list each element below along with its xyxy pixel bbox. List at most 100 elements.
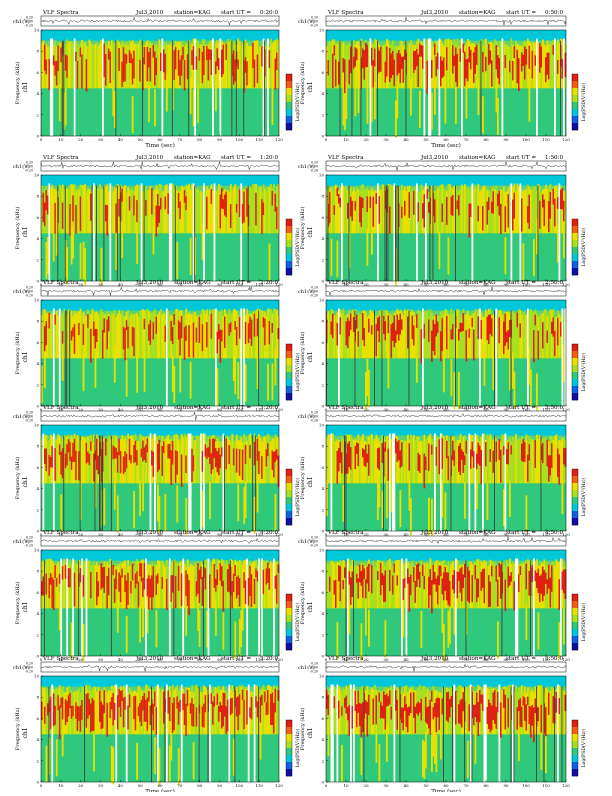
spectrogram-streak [434,726,436,764]
time-tick-label: 80 [483,407,489,412]
spectrogram-column [255,437,257,484]
spectrogram-burst [152,451,155,477]
spectrogram-dark-line [540,435,542,531]
spectrogram-column [204,434,207,484]
spectrogram-burst [413,567,415,583]
spectrogram-gap [246,558,249,656]
spectrogram-column [256,190,259,234]
spectrogram-column [560,185,562,234]
waveform-trace [40,160,280,171]
spectrogram-column [99,564,101,609]
spectrogram-column [407,46,409,89]
spectrogram-column [84,561,86,609]
spectrogram-burst [167,193,170,214]
spectrogram-burst [362,702,364,733]
spectrogram-column [501,189,504,234]
spectrogram-column [333,39,336,89]
spectrogram-column [258,309,260,359]
spectrogram-burst [384,570,387,602]
spectrogram-column [467,310,469,359]
spectrogram-column [64,316,67,359]
spectrogram-burst [72,327,75,337]
spectrogram-column [42,309,45,359]
spectrogram-column [99,183,101,234]
spectrogram-streak [79,243,82,281]
colorbar-frame [285,593,293,651]
spectrogram-column [103,184,106,234]
spectrogram-column [516,313,519,359]
time-tick-label: 110 [255,407,263,412]
spectrogram-gap [353,684,355,782]
wave-tick: 0.20 [311,662,318,666]
colorbar-segment [286,109,292,117]
spectrogram-burst [438,565,441,586]
ch-label: ch1 [307,81,314,92]
spectrogram-gap [455,558,457,656]
spectrogram-burst [543,199,546,227]
spectrogram-burst [250,696,253,720]
spectrogram-burst [429,699,432,735]
spectrogram-streak [447,610,450,648]
spectrogram-burst [203,566,205,578]
spectrogram-burst [531,704,534,726]
spectrogram-burst [162,441,165,454]
spectrogram-burst [485,442,487,467]
spectrogram-burst [180,316,183,339]
freq-tick-label: 6 [321,215,324,220]
spectrogram-streak [45,242,48,280]
time-tick-label: 120 [275,532,283,537]
spectrogram-dark-line [64,310,66,406]
spectrogram-column [57,688,60,735]
spectrogram-gap [182,558,185,656]
spectrogram-top-band [326,175,566,183]
spectrogram-dark-line [194,185,196,281]
spectrogram-burst [237,59,240,70]
spectrogram-gap [194,38,196,137]
time-tick-label: 10 [58,282,64,287]
spectrogram-burst [495,706,498,729]
spectrogram-column [519,438,522,484]
spectrogram-burst [548,455,550,482]
wave-tick: 0.00 [311,165,318,169]
spectrogram-column [85,191,88,234]
spectrogram-column [128,565,131,609]
spectrogram-burst [468,704,471,732]
freq-tick-label: 8 [36,695,39,700]
spectrogram-burst [500,702,502,738]
title-start-ut: 3:20:0 [260,405,278,411]
spectrogram-burst [76,61,79,89]
title-date: Jul3,2010 [135,656,164,662]
spectrogram-streak [274,348,277,386]
spectrogram-burst [434,324,436,356]
spectrogram-burst [170,320,173,342]
time-tick-label: 40 [403,407,409,412]
spectrogram-column [103,314,106,359]
spectrogram-dark-line [258,686,260,782]
title-start: start UT = [506,530,536,536]
spectrogram-column [72,316,75,359]
spectrogram-gap [429,38,432,137]
spectrogram-dark-line [235,40,237,136]
title-station: station=KAG [174,530,211,536]
spectrogram-streak [271,87,274,125]
spectrogram-burst [489,449,492,462]
spectrogram-burst [474,704,477,718]
spectrogram-column [143,189,146,234]
spectrogram-burst [162,49,165,73]
spectrogram-top-band [41,425,279,433]
spectrogram-burst [145,200,147,216]
spectrogram-streak [125,615,128,653]
spectrogram-burst [222,692,225,727]
colorbar-segment [572,518,578,526]
spectrogram-burst [94,450,97,461]
spectrogram-burst [398,440,400,461]
colorbar-segment [286,365,292,373]
spectrogram-streak [237,484,240,522]
time-tick-label: 80 [483,137,489,142]
spectrogram-column [398,439,400,484]
spectrogram-column [356,565,358,609]
waveform-frame [325,160,567,172]
spectrogram-column [557,188,559,234]
spectrogram-burst [48,58,51,90]
